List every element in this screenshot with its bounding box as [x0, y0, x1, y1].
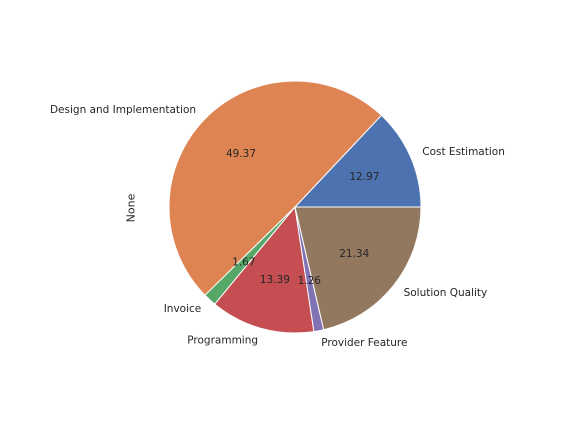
slice-label-solution-quality: Solution Quality: [404, 287, 488, 299]
slice-label-provider-feature: Provider Feature: [321, 337, 407, 349]
slice-label-design-and-implementation: Design and Implementation: [50, 104, 196, 116]
labels-layer: Cost Estimation 12.97 Design and Implement…: [50, 104, 505, 349]
slice-percent-cost-estimation: 12.97: [349, 171, 379, 183]
pie-slice-programming: [214, 206, 315, 334]
slice-percent-invoice: 1.67: [232, 257, 255, 269]
slice-label-cost-estimation: Cost Estimation: [422, 146, 505, 158]
slice-percent-programming: 13.39: [260, 274, 290, 286]
y-axis-label: None: [125, 193, 138, 222]
slice-label-invoice: Invoice: [164, 303, 202, 315]
pie-slice-design-and-implementation: [168, 80, 382, 296]
pie-slice-cost-estimation: [294, 114, 422, 208]
slices-layer: [168, 80, 422, 334]
slice-percent-solution-quality: 21.34: [339, 248, 369, 260]
slice-percent-design-and-implementation: 49.37: [226, 148, 256, 160]
slice-percent-provider-feature: 1.26: [298, 275, 322, 287]
slice-label-programming: Programming: [187, 335, 258, 347]
pie-slice-solution-quality: [294, 206, 422, 331]
